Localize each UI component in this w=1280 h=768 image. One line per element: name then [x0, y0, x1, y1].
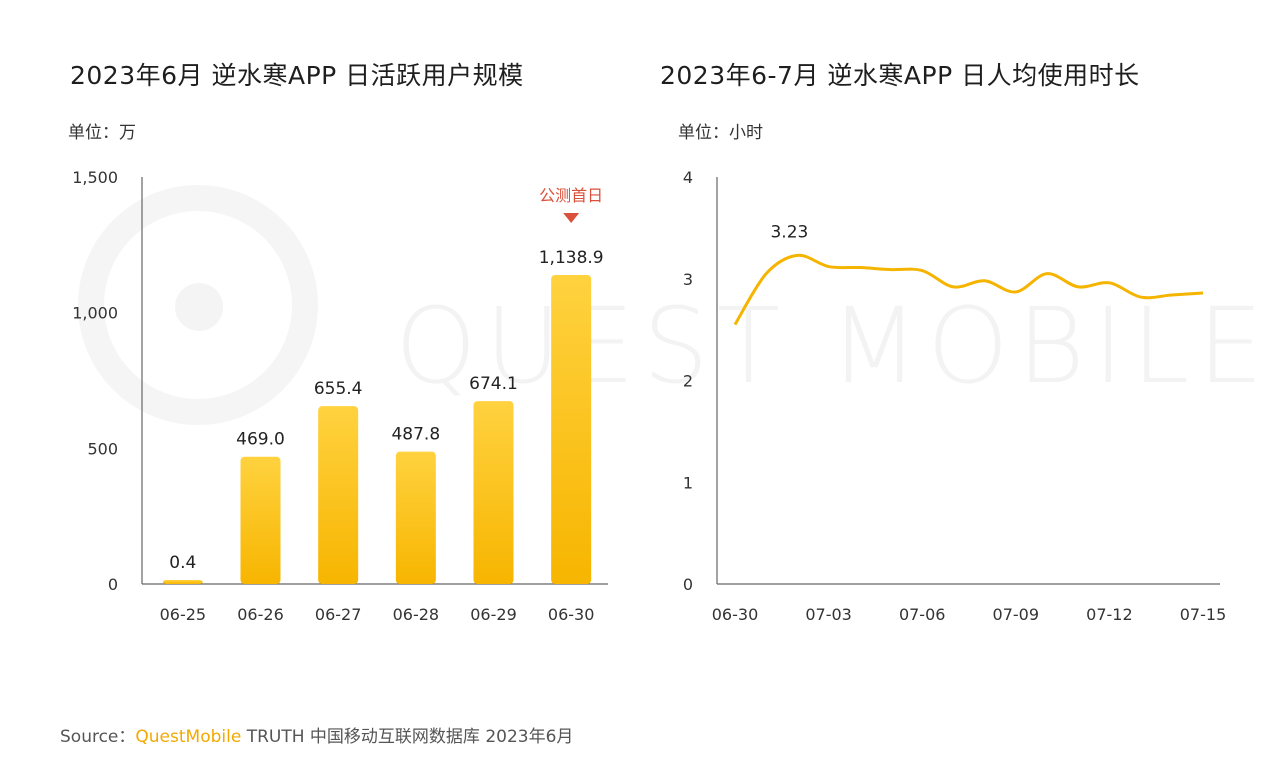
x-tick-label: 06-27: [315, 605, 362, 624]
x-tick-label: 07-09: [993, 605, 1040, 624]
watermark-logo-dot: [175, 283, 223, 331]
x-tick-label: 06-26: [237, 605, 284, 624]
source-note: Source：QuestMobile TRUTH 中国移动互联网数据库 2023…: [60, 722, 573, 747]
x-tick-label: 06-25: [160, 605, 207, 624]
y-tick-label: 0: [683, 575, 693, 594]
usage-chart-title: 2023年6-7月 逆水寒APP 日人均使用时长: [660, 61, 1140, 90]
annotation-label: 公测首日: [539, 186, 603, 205]
bar-value-label: 1,138.9: [539, 248, 604, 268]
bar-value-label: 0.4: [169, 553, 196, 573]
bar: [473, 401, 514, 584]
x-tick-label: 06-30: [548, 605, 595, 624]
peak-value-label: 3.23: [770, 222, 808, 242]
bar: [395, 451, 436, 584]
y-tick-label: 1: [683, 473, 693, 492]
y-tick-label: 4: [683, 168, 693, 187]
usage-series-line: [733, 253, 1204, 326]
y-tick-label: 1,000: [72, 304, 118, 323]
bar: [162, 580, 203, 584]
y-tick-label: 2: [683, 372, 693, 391]
usage-unit-label: 单位：小时: [678, 123, 763, 143]
source-rest: TRUTH 中国移动互联网数据库 2023年6月: [241, 727, 574, 747]
x-tick-label: 07-12: [1086, 605, 1133, 624]
annotation-arrow-icon: [563, 212, 580, 223]
usage-line-chart: 0 1 2 3 4 06-30 07-03 07-06 07-09 07-12 07-15 3.23: [683, 168, 1226, 624]
x-tick-label: 07-06: [899, 605, 946, 624]
y-tick-label: 3: [683, 270, 693, 289]
source-prefix: Source：: [60, 727, 136, 747]
bar: [318, 406, 359, 584]
x-tick-label: 06-28: [393, 605, 440, 624]
bar-value-label: 469.0: [236, 430, 285, 450]
dau-unit-label: 单位：万: [68, 123, 136, 143]
bar-value-label: 487.8: [391, 425, 440, 445]
y-tick-label: 0: [108, 575, 118, 594]
bar-value-label: 655.4: [314, 379, 363, 399]
y-tick-label: 500: [87, 439, 118, 458]
dau-chart-title: 2023年6月 逆水寒APP 日活跃用户规模: [70, 61, 524, 90]
bar: [551, 274, 592, 584]
source-brand: QuestMobile: [135, 727, 242, 747]
bar-value-label: 674.1: [469, 374, 518, 394]
x-tick-label: 06-29: [470, 605, 517, 624]
x-tick-label: 07-03: [805, 605, 852, 624]
bar: [240, 456, 281, 584]
watermark-text: QUEST MOBILE: [395, 285, 1272, 407]
y-tick-label: 1,500: [72, 168, 118, 187]
dau-bar-chart: 0 500 1,000 1,500 0.4 06-25 469.0 06-26 655.4 06-…: [72, 168, 608, 624]
x-tick-label: 06-30: [712, 605, 759, 624]
x-tick-label: 07-15: [1180, 605, 1227, 624]
